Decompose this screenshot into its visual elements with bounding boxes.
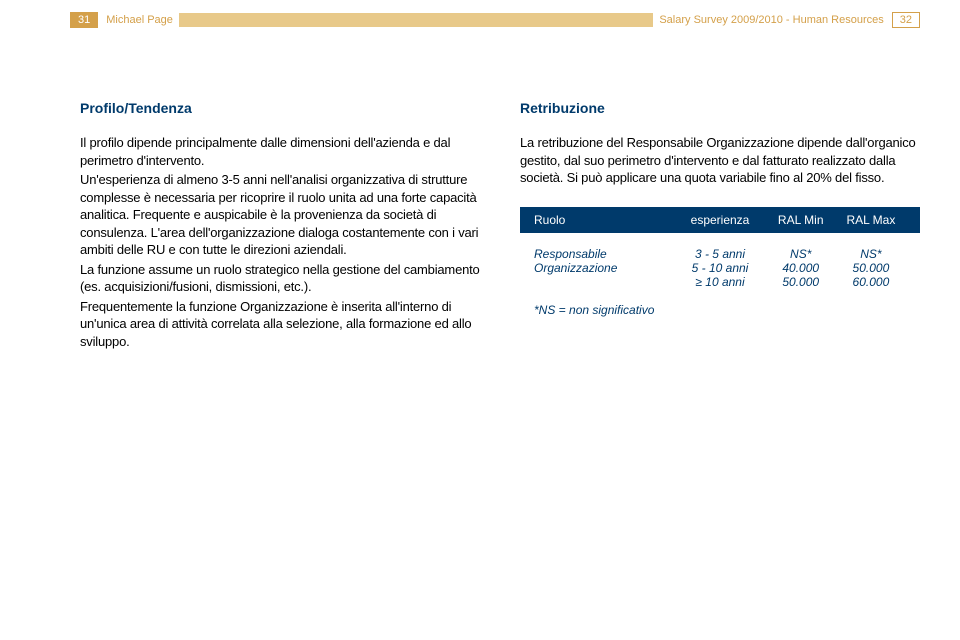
content: Profilo/Tendenza Il profilo dipende prin… [80, 100, 920, 353]
header-doc-title: Salary Survey 2009/2010 - Human Resource… [659, 14, 883, 26]
table-row: Responsabile Organizzazione 3 - 5 anni5 … [520, 233, 920, 293]
table-footnote: *NS = non significativo [520, 293, 920, 317]
right-column: Retribuzione La retribuzione del Respons… [520, 100, 920, 353]
table-header: Ruolo esperienza RAL Min RAL Max [520, 207, 920, 233]
th-role: Ruolo [534, 213, 674, 227]
td-role: Responsabile Organizzazione [534, 247, 674, 289]
page-header: 31 Michael Page Salary Survey 2009/2010 … [70, 12, 920, 28]
th-min: RAL Min [766, 213, 836, 227]
left-section-title: Profilo/Tendenza [80, 100, 480, 116]
header-bar [179, 13, 653, 27]
header-left: 31 Michael Page [70, 12, 173, 28]
td-max: NS*50.00060.000 [836, 247, 906, 289]
th-max: RAL Max [836, 213, 906, 227]
right-section-title: Retribuzione [520, 100, 920, 116]
header-right: Salary Survey 2009/2010 - Human Resource… [659, 12, 920, 28]
left-column: Profilo/Tendenza Il profilo dipende prin… [80, 100, 480, 353]
page-number-left: 31 [70, 12, 98, 28]
td-min: NS*40.00050.000 [766, 247, 836, 289]
salary-table: Ruolo esperienza RAL Min RAL Max Respons… [520, 207, 920, 317]
right-body-text: La retribuzione del Responsabile Organiz… [520, 134, 920, 187]
page-number-right: 32 [892, 12, 920, 28]
header-brand: Michael Page [106, 14, 173, 26]
left-body-text: Il profilo dipende principalmente dalle … [80, 134, 480, 351]
td-exp: 3 - 5 anni5 - 10 anni≥ 10 anni [674, 247, 765, 289]
th-exp: esperienza [674, 213, 765, 227]
